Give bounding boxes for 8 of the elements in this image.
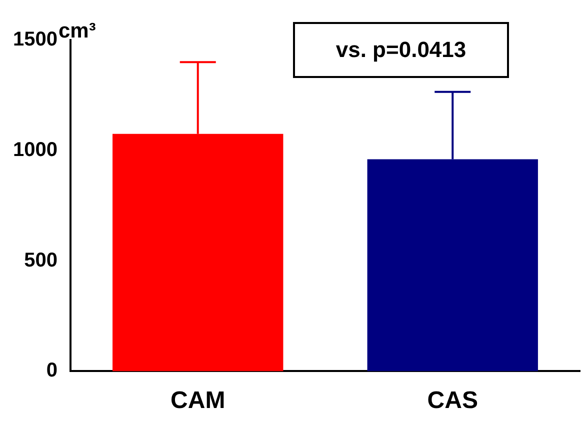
y-tick-label: 0 xyxy=(46,360,58,382)
x-tick-label: CAM xyxy=(170,387,226,414)
y-axis-title: cm³ xyxy=(58,19,96,42)
text-box: vs. p=0.0413 xyxy=(293,22,509,78)
y-tick-label: 1000 xyxy=(12,138,58,161)
y-tick-label: 1500 xyxy=(12,28,58,51)
y-tick-label: 500 xyxy=(24,249,58,272)
x-tick-label: CAS xyxy=(427,387,478,414)
